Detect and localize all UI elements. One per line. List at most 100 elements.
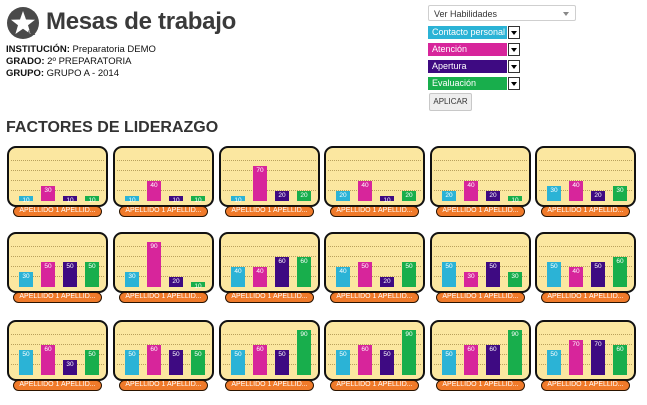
student-card[interactable]: 50 70 70 60 APELLIDO 1 APELLID... xyxy=(535,320,636,392)
info-grado: GRADO: 2º PREPARATORIA xyxy=(6,56,131,67)
gridline xyxy=(328,344,421,345)
dropdown-arrow-icon[interactable] xyxy=(508,43,520,56)
student-card[interactable]: 20 40 20 10 APELLIDO 1 APELLID... xyxy=(430,146,531,218)
factor-evaluacion[interactable]: Evaluación xyxy=(428,77,520,90)
apply-button[interactable]: APLICAR xyxy=(429,93,472,111)
bar: 60 xyxy=(613,345,627,375)
bar-value-label: 20 xyxy=(594,192,602,199)
gridline xyxy=(223,190,316,191)
student-card[interactable]: 40 50 20 50 APELLIDO 1 APELLID... xyxy=(324,232,425,304)
gridline xyxy=(434,246,527,247)
gridline xyxy=(328,364,421,365)
bar-value-label: 20 xyxy=(339,192,347,199)
student-name-label: APELLIDO 1 APELLID... xyxy=(13,380,102,391)
bar-value-label: 20 xyxy=(445,192,453,199)
bar-value-label: 90 xyxy=(300,331,308,338)
student-card[interactable]: 50 60 60 90 APELLIDO 1 APELLID... xyxy=(430,320,531,392)
student-card[interactable]: 10 70 20 20 APELLIDO 1 APELLID... xyxy=(219,146,320,218)
bar-value-label: 30 xyxy=(616,187,624,194)
gridline xyxy=(11,246,104,247)
bar-value-label: 30 xyxy=(66,361,74,368)
factor-contacto-personal[interactable]: Contacto personal xyxy=(428,26,520,39)
student-card[interactable]: 50 60 50 50 APELLIDO 1 APELLID... xyxy=(113,320,214,392)
bar: 90 xyxy=(508,330,522,375)
student-card[interactable]: 40 40 60 60 APELLIDO 1 APELLID... xyxy=(219,232,320,304)
gridline xyxy=(117,344,210,345)
bar: 40 xyxy=(231,267,245,287)
gridline xyxy=(11,334,104,335)
factor-label: Apertura xyxy=(428,60,507,73)
bar: 10 xyxy=(508,196,522,204)
card-chart-panel: 10 30 10 10 xyxy=(7,146,108,207)
bar-value-label: 20 xyxy=(172,278,180,285)
gridline xyxy=(539,190,632,191)
gridline xyxy=(328,266,421,267)
gridline xyxy=(539,276,632,277)
student-card[interactable]: 30 90 20 10 APELLIDO 1 APELLID... xyxy=(113,232,214,304)
bar: 50 xyxy=(85,262,99,287)
bar: 50 xyxy=(547,350,561,375)
gridline xyxy=(11,344,104,345)
student-card[interactable]: 10 30 10 10 APELLIDO 1 APELLID... xyxy=(7,146,108,218)
gridline xyxy=(117,190,210,191)
card-chart-panel: 50 60 50 90 xyxy=(324,320,425,381)
dropdown-arrow-icon[interactable] xyxy=(508,60,520,73)
bar-value-label: 60 xyxy=(44,346,52,353)
gridline xyxy=(11,276,104,277)
chevron-down-icon xyxy=(563,12,569,16)
card-chart-panel: 50 60 50 50 xyxy=(113,320,214,381)
student-card[interactable]: 20 40 10 20 APELLIDO 1 APELLID... xyxy=(324,146,425,218)
bar: 30 xyxy=(508,272,522,287)
student-card[interactable]: 50 60 50 90 APELLIDO 1 APELLID... xyxy=(219,320,320,392)
dropdown-arrow-icon[interactable] xyxy=(508,77,520,90)
bar-value-label: 30 xyxy=(511,273,519,280)
bar: 50 xyxy=(41,262,55,287)
bar: 20 xyxy=(486,191,500,201)
gridline xyxy=(223,160,316,161)
gridline xyxy=(434,344,527,345)
bar: 60 xyxy=(41,345,55,375)
bar-value-label: 40 xyxy=(234,268,242,275)
student-card[interactable]: 50 40 50 60 APELLIDO 1 APELLID... xyxy=(535,232,636,304)
student-card[interactable]: 10 40 10 10 APELLIDO 1 APELLID... xyxy=(113,146,214,218)
gridline xyxy=(539,246,632,247)
gridline xyxy=(117,266,210,267)
student-card[interactable]: 50 60 50 90 APELLIDO 1 APELLID... xyxy=(324,320,425,392)
student-name-label: APELLIDO 1 APELLID... xyxy=(541,380,630,391)
student-name-label: APELLIDO 1 APELLID... xyxy=(119,380,208,391)
student-card[interactable]: 30 50 50 50 APELLIDO 1 APELLID... xyxy=(7,232,108,304)
gridline xyxy=(11,354,104,355)
bar: 50 xyxy=(169,350,183,375)
factor-atencion[interactable]: Atención xyxy=(428,43,520,56)
bar-value-label: 40 xyxy=(150,182,158,189)
bar-value-label: 50 xyxy=(383,351,391,358)
gridline xyxy=(434,190,527,191)
bar: 50 xyxy=(63,262,77,287)
gridline xyxy=(328,276,421,277)
bar: 30 xyxy=(41,186,55,201)
student-card[interactable]: 50 60 30 50 APELLIDO 1 APELLID... xyxy=(7,320,108,392)
gridline xyxy=(328,170,421,171)
bar-value-label: 10 xyxy=(22,197,30,204)
dropdown-arrow-icon[interactable] xyxy=(508,26,520,39)
student-card[interactable]: 50 30 50 30 APELLIDO 1 APELLID... xyxy=(430,232,531,304)
bar: 50 xyxy=(85,350,99,375)
bar-value-label: 20 xyxy=(405,192,413,199)
ver-habilidades-select[interactable]: Ver Habilidades xyxy=(428,5,576,21)
gridline xyxy=(434,256,527,257)
bar-value-label: 40 xyxy=(572,268,580,275)
card-chart-panel: 50 60 60 90 xyxy=(430,320,531,381)
bar-value-label: 10 xyxy=(194,197,202,204)
student-card[interactable]: 30 40 20 30 APELLIDO 1 APELLID... xyxy=(535,146,636,218)
student-name-label: APELLIDO 1 APELLID... xyxy=(119,206,208,217)
bar-value-label: 30 xyxy=(22,273,30,280)
card-chart-panel: 50 60 30 50 xyxy=(7,320,108,381)
gridline xyxy=(11,180,104,181)
gridline xyxy=(539,334,632,335)
logo-text: FL xyxy=(28,31,36,37)
bar-value-label: 10 xyxy=(194,283,202,290)
bar-value-label: 50 xyxy=(44,263,52,270)
factor-apertura[interactable]: Apertura xyxy=(428,60,520,73)
card-chart-panel: 40 50 20 50 xyxy=(324,232,425,293)
bar-value-label: 40 xyxy=(572,182,580,189)
